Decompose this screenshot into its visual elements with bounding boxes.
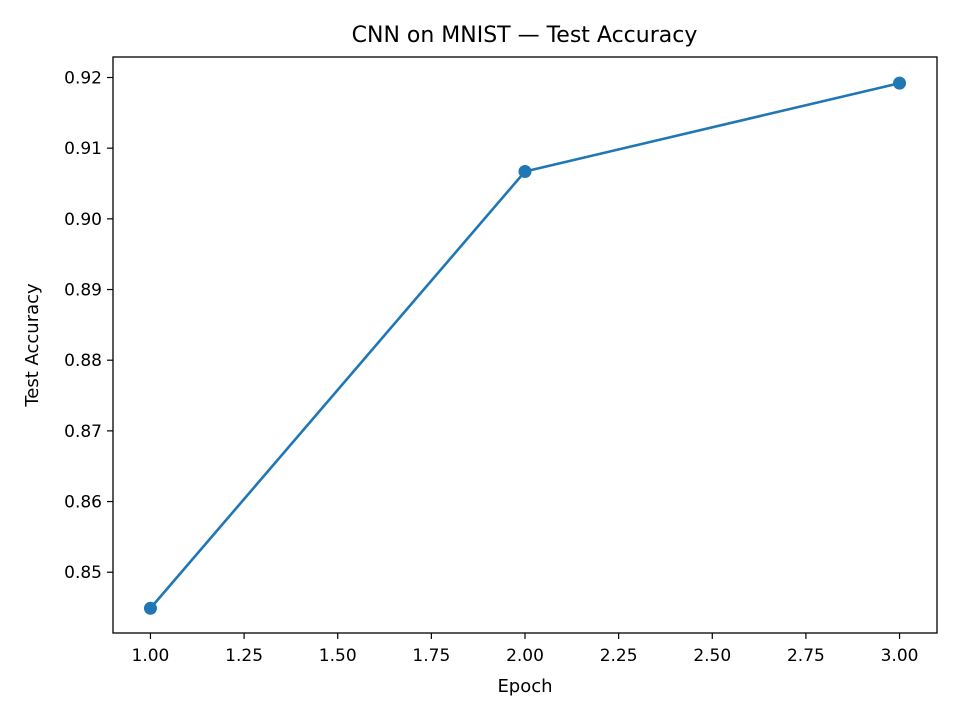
y-tick-label: 0.90 (64, 210, 102, 230)
y-tick-label: 0.85 (64, 563, 102, 583)
x-tick-label: 1.75 (412, 646, 450, 666)
y-axis-label: Test Accuracy (22, 283, 43, 408)
series-layer (143, 76, 907, 615)
x-tick-label: 2.00 (506, 646, 544, 666)
chart-title: CNN on MNIST — Test Accuracy (352, 23, 698, 48)
y-tick-label: 0.86 (64, 493, 102, 513)
data-point (893, 76, 907, 90)
x-tick-label: 3.00 (881, 646, 919, 666)
x-tick-label: 2.50 (693, 646, 731, 666)
y-tick-label: 0.91 (64, 139, 102, 159)
y-tick-label: 0.92 (64, 68, 102, 88)
y-tick-label: 0.89 (64, 281, 102, 301)
x-tick-label: 1.00 (132, 646, 170, 666)
y-tick-label: 0.87 (64, 422, 102, 442)
x-tick-label: 2.75 (787, 646, 825, 666)
x-tick-label: 1.25 (225, 646, 263, 666)
axes-frame (112, 56, 938, 634)
y-axis: 0.85 0.86 0.87 0.88 0.89 0.90 0.91 0.92 (64, 68, 113, 583)
y-tick-label: 0.88 (64, 351, 102, 371)
x-tick-label: 1.50 (319, 646, 357, 666)
x-axis-label: Epoch (497, 676, 552, 697)
data-point (143, 601, 157, 615)
x-axis: 1.00 1.25 1.50 1.75 2.00 2.25 2.50 2.75 3.00 (132, 633, 919, 666)
data-point (518, 164, 532, 178)
x-tick-label: 2.25 (600, 646, 638, 666)
